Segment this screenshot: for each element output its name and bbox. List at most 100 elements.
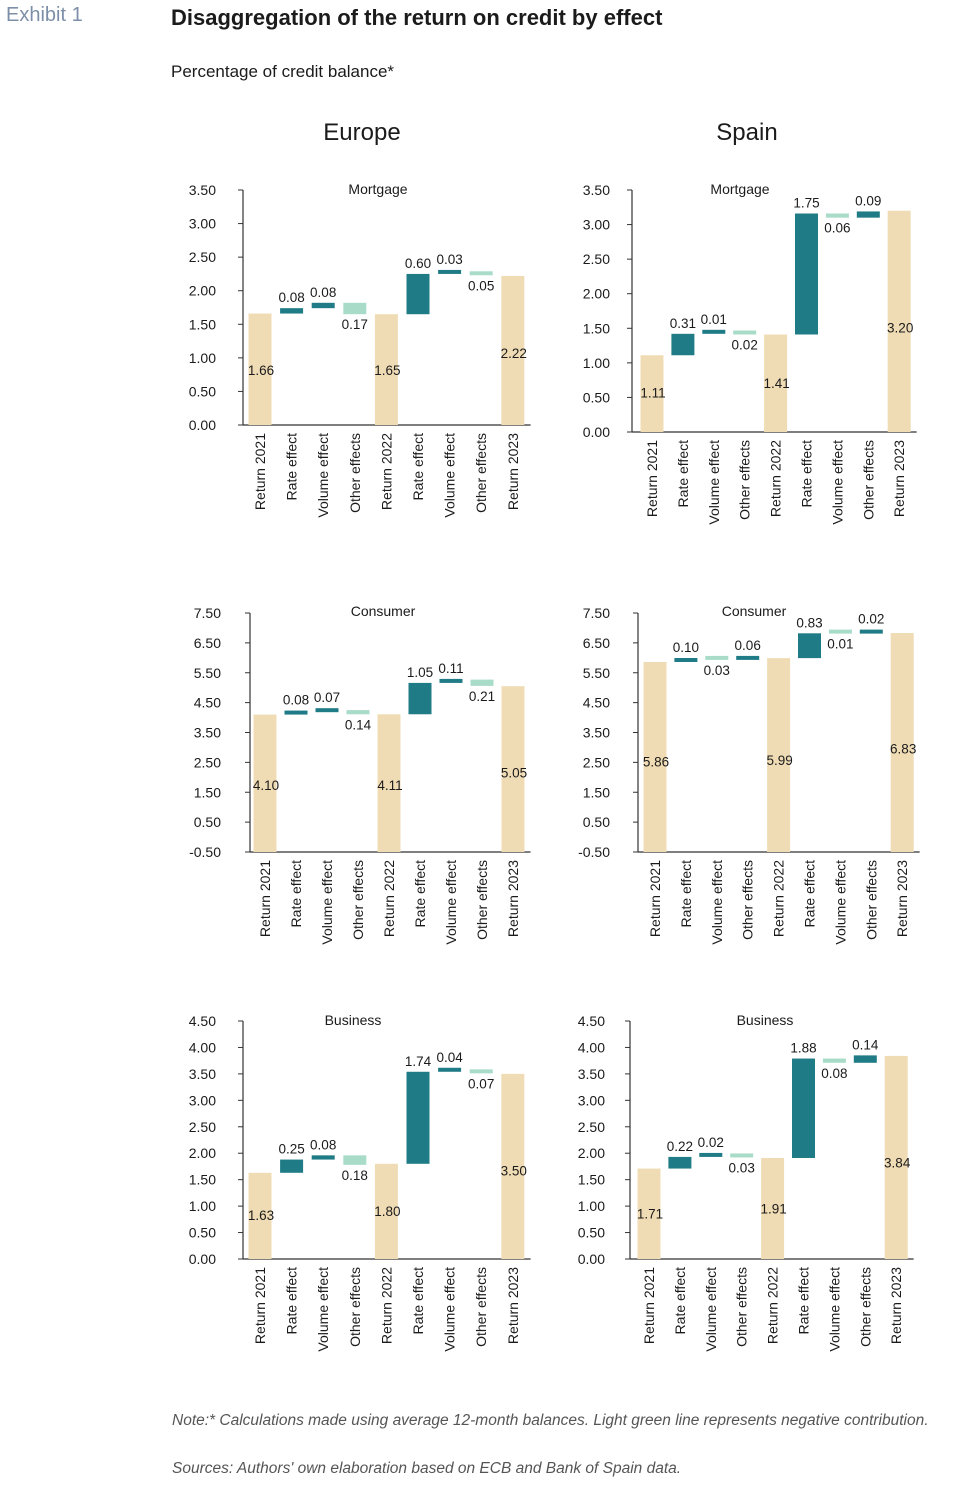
y-tick-label: 3.50 [189, 182, 216, 198]
x-tick-label: Other effects [860, 440, 876, 520]
positive-effect-bar [439, 678, 463, 683]
page-subtitle: Percentage of credit balance* [171, 62, 395, 81]
x-tick-label: Rate effect [284, 433, 300, 501]
positive-effect-bar [438, 1067, 462, 1072]
x-tick-label: Volume effect [703, 1267, 719, 1352]
x-tick-label: Return 2023 [505, 433, 521, 510]
y-tick-label: 2.50 [189, 249, 216, 265]
y-tick-label: 2.50 [194, 754, 221, 770]
exhibit-label: Exhibit 1 [6, 4, 83, 26]
data-label: 0.14 [852, 1037, 879, 1052]
negative-effect-bar [343, 302, 367, 315]
data-label: 0.22 [667, 1139, 693, 1154]
y-tick-label: 1.50 [578, 1172, 605, 1188]
positive-effect-bar [859, 629, 883, 634]
data-label: 0.31 [670, 316, 696, 331]
x-tick-label: Volume effect [829, 440, 845, 525]
chart-title: Consumer [351, 603, 416, 619]
negative-effect-bar [469, 1069, 493, 1074]
data-label: 1.80 [374, 1204, 400, 1219]
x-tick-label: Volume effect [315, 1267, 331, 1352]
data-label: 0.18 [342, 1168, 368, 1183]
data-label: 1.41 [763, 376, 789, 391]
x-tick-label: Return 2021 [252, 433, 268, 510]
x-tick-label: Volume effect [709, 860, 725, 945]
data-label: 0.02 [732, 338, 758, 353]
x-tick-label: Other effects [734, 1267, 750, 1347]
data-label: 0.03 [704, 663, 730, 678]
data-label: 1.71 [637, 1206, 663, 1221]
x-tick-label: Rate effect [672, 1267, 688, 1335]
x-tick-label: Return 2023 [891, 440, 907, 517]
data-label: 0.17 [342, 317, 368, 332]
y-tick-label: 7.50 [194, 605, 221, 621]
positive-effect-bar [792, 1058, 815, 1158]
y-tick-label: 1.50 [189, 316, 216, 332]
x-tick-label: Volume effect [826, 1267, 842, 1352]
negative-effect-bar [469, 271, 493, 276]
negative-effect-bar [825, 213, 849, 218]
data-label: 0.07 [314, 690, 340, 705]
y-tick-label: 1.50 [583, 320, 610, 336]
data-label: 0.04 [436, 1050, 463, 1065]
y-tick-label: 2.00 [189, 283, 216, 299]
data-label: 0.01 [701, 312, 727, 327]
positive-effect-bar [311, 302, 335, 309]
total-bar [640, 355, 664, 432]
data-label: 5.99 [766, 753, 792, 768]
positive-effect-bar [853, 1055, 877, 1063]
data-label: 0.08 [310, 285, 336, 300]
x-tick-label: Return 2023 [894, 860, 910, 937]
y-tick-label: 4.00 [578, 1039, 605, 1055]
y-tick-label: 1.50 [189, 1172, 216, 1188]
data-label: 0.08 [310, 1137, 336, 1152]
x-tick-label: Other effects [474, 860, 490, 940]
x-tick-label: Rate effect [675, 440, 691, 508]
y-tick-label: 0.50 [583, 814, 610, 830]
total-bar [884, 1055, 908, 1259]
negative-effect-bar [822, 1058, 846, 1063]
data-label: 0.08 [821, 1066, 847, 1081]
x-tick-label: Return 2021 [252, 1267, 268, 1344]
y-tick-label: -0.50 [189, 844, 221, 860]
y-tick-label: 1.00 [583, 355, 610, 371]
data-label: 3.50 [501, 1164, 527, 1179]
chart-title: Mortgage [710, 181, 769, 197]
y-tick-label: 0.50 [578, 1225, 605, 1241]
y-tick-label: 0.50 [583, 389, 610, 405]
x-tick-label: Return 2022 [771, 860, 787, 937]
data-label: 1.75 [793, 196, 819, 211]
total-bar [374, 1163, 398, 1259]
total-bar [887, 210, 911, 432]
y-tick-label: 4.50 [189, 1013, 216, 1029]
x-tick-label: Other effects [740, 860, 756, 940]
chart-title: Consumer [722, 603, 787, 619]
positive-effect-bar [699, 1152, 723, 1157]
x-tick-label: Volume effect [319, 860, 335, 945]
x-tick-label: Other effects [857, 1267, 873, 1347]
y-tick-label: 3.50 [583, 725, 610, 741]
x-tick-label: Return 2023 [888, 1267, 904, 1344]
y-tick-label: 5.50 [583, 665, 610, 681]
x-tick-label: Volume effect [442, 433, 458, 518]
positive-effect-bar [668, 1156, 692, 1169]
data-label: 0.83 [796, 615, 822, 630]
data-label: 1.65 [374, 363, 400, 378]
x-tick-label: Other effects [473, 433, 489, 513]
y-tick-label: 4.50 [583, 695, 610, 711]
positive-effect-bar [280, 308, 304, 314]
data-label: 3.84 [884, 1156, 911, 1171]
y-tick-label: 1.50 [194, 784, 221, 800]
y-tick-label: 3.50 [194, 725, 221, 741]
negative-effect-bar [828, 629, 852, 634]
x-tick-label: Other effects [863, 860, 879, 940]
x-tick-label: Return 2022 [378, 433, 394, 510]
data-label: 0.25 [278, 1142, 304, 1157]
total-bar [377, 714, 401, 852]
y-tick-label: 0.00 [578, 1251, 605, 1267]
sources-note: Sources: Authors' own elaboration based … [172, 1460, 682, 1477]
data-label: 2.22 [501, 346, 527, 361]
positive-effect-bar [284, 710, 308, 715]
x-tick-label: Rate effect [410, 1267, 426, 1335]
positive-effect-bar [671, 333, 695, 356]
